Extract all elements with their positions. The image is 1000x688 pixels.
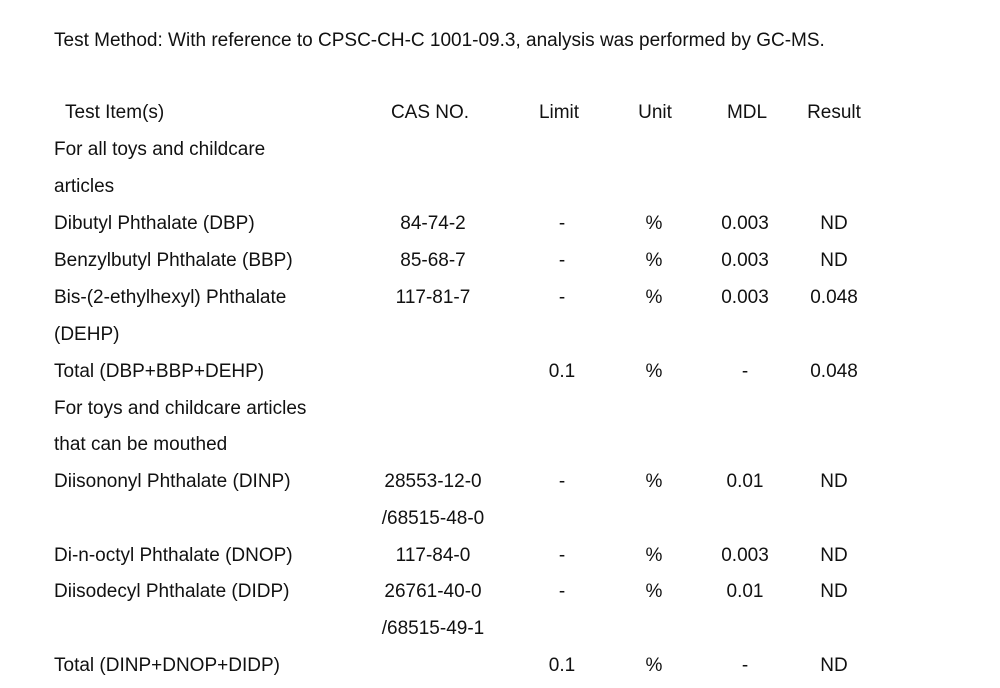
table-row-cas: 85-68-7: [400, 250, 466, 271]
table-row-limit: -: [558, 471, 566, 492]
test-method-text: Test Method: With reference to CPSC-CH-C…: [54, 30, 825, 51]
table-row-cas: 117-84-0: [395, 545, 471, 566]
table-row-item: Benzylbutyl Phthalate (BBP): [54, 250, 293, 271]
table-row-cas: 117-81-7: [395, 287, 471, 308]
header-unit: Unit: [638, 102, 672, 123]
table-row-limit: -: [558, 545, 566, 566]
header-result: Result: [807, 102, 861, 123]
table-row-mdl: 0.003: [721, 250, 769, 271]
table-row-mdl: 0.01: [726, 471, 764, 492]
table-row-item: For all toys and childcare: [54, 139, 266, 160]
table-row-item: Bis-(2-ethylhexyl) Phthalate: [54, 287, 287, 308]
table-row-unit: %: [645, 250, 663, 271]
table-row-result: ND: [820, 655, 848, 676]
table-row-cas: 84-74-2: [400, 213, 466, 234]
table-row-item: Dibutyl Phthalate (DBP): [54, 213, 255, 234]
table-row-item: (DEHP): [54, 324, 120, 345]
table-row-result: ND: [820, 545, 848, 566]
table-row-result: 0.048: [810, 361, 858, 382]
table-row-unit: %: [645, 545, 663, 566]
table-row-mdl: 0.01: [726, 581, 764, 602]
table-row-mdl: 0.003: [721, 287, 769, 308]
table-row-result: ND: [820, 250, 848, 271]
table-row-item: Total (DINP+DNOP+DIDP): [54, 655, 280, 676]
table-row-item: that can be mouthed: [54, 434, 228, 455]
table-row-limit: 0.1: [548, 361, 576, 382]
table-row-unit: %: [645, 287, 663, 308]
table-row-cas: 26761-40-0: [384, 581, 482, 602]
table-row-item: articles: [54, 176, 115, 197]
table-row-unit: %: [645, 361, 663, 382]
table-row-result: ND: [820, 213, 848, 234]
table-row-item: Di-n-octyl Phthalate (DNOP): [54, 545, 293, 566]
table-row-result: ND: [820, 581, 848, 602]
table-row-limit: -: [558, 287, 566, 308]
table-row-mdl: 0.003: [721, 213, 769, 234]
header-limit: Limit: [538, 102, 580, 123]
table-row-cas: 28553-12-0: [384, 471, 482, 492]
table-row-result: 0.048: [810, 287, 858, 308]
table-row-item: Total (DBP+BBP+DEHP): [54, 361, 265, 382]
table-row-mdl: -: [741, 655, 749, 676]
table-row-limit: -: [558, 213, 566, 234]
table-row-item: For toys and childcare articles: [54, 398, 307, 419]
table-row-limit: -: [558, 581, 566, 602]
table-row-cas: /68515-48-0: [381, 508, 485, 529]
table-row-item: Diisononyl Phthalate (DINP): [54, 471, 291, 492]
table-row-cas: /68515-49-1: [381, 618, 485, 639]
table-row-limit: 0.1: [548, 655, 576, 676]
header-mdl: MDL: [726, 102, 768, 123]
table-row-mdl: 0.003: [721, 545, 769, 566]
header-cas-no: CAS NO.: [390, 102, 470, 123]
table-row-unit: %: [645, 471, 663, 492]
header-test-items: Test Item(s): [65, 102, 165, 123]
table-row-unit: %: [645, 213, 663, 234]
table-row-unit: %: [645, 655, 663, 676]
table-row-item: Diisodecyl Phthalate (DIDP): [54, 581, 290, 602]
table-row-limit: -: [558, 250, 566, 271]
table-row-unit: %: [645, 581, 663, 602]
table-row-mdl: -: [741, 361, 749, 382]
table-row-result: ND: [820, 471, 848, 492]
